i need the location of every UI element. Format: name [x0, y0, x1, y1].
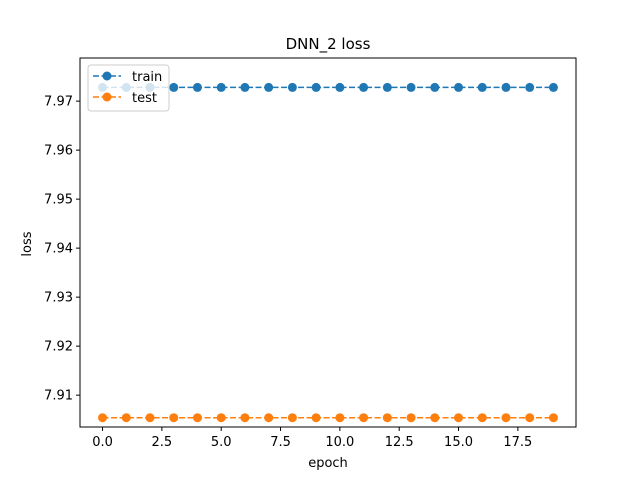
data-point-test — [477, 413, 487, 423]
data-point-test — [287, 413, 297, 423]
data-point-test — [240, 413, 250, 423]
data-point-test — [454, 413, 464, 423]
data-point-test — [264, 413, 274, 423]
y-tick-label: 7.97 — [44, 95, 73, 110]
data-point-test — [501, 413, 511, 423]
data-point-train — [264, 82, 274, 92]
data-point-train — [477, 82, 487, 92]
data-point-train — [382, 82, 392, 92]
data-point-test — [359, 413, 369, 423]
x-tick-label: 0.0 — [92, 435, 113, 450]
data-point-test — [548, 413, 558, 423]
data-point-train — [454, 82, 464, 92]
data-point-train — [287, 82, 297, 92]
legend-label-train: train — [132, 70, 162, 85]
y-axis-label: loss — [20, 231, 35, 256]
data-point-test — [121, 413, 131, 423]
data-point-test — [335, 413, 345, 423]
data-point-train — [501, 82, 511, 92]
data-point-train — [216, 82, 226, 92]
data-point-test — [406, 413, 416, 423]
data-point-test — [145, 413, 155, 423]
plot-frame — [79, 57, 577, 428]
y-tick-label: 7.95 — [44, 193, 73, 208]
data-point-train — [240, 82, 250, 92]
data-point-test — [216, 413, 226, 423]
legend-marker-train — [102, 71, 112, 81]
x-tick-label: 17.5 — [503, 435, 532, 450]
data-point-test — [98, 413, 108, 423]
data-point-test — [525, 413, 535, 423]
data-point-test — [430, 413, 440, 423]
x-tick-label: 10.0 — [325, 435, 354, 450]
x-tick-label: 2.5 — [152, 435, 173, 450]
y-tick-label: 7.93 — [44, 291, 73, 306]
y-axis: 7.91 7.92 7.93 7.94 7.95 7.96 7.97 — [44, 95, 80, 404]
chart-title: DNN_2 loss — [286, 35, 371, 54]
y-tick-label: 7.91 — [44, 389, 73, 404]
data-point-train — [525, 82, 535, 92]
legend-label-test: test — [132, 91, 157, 106]
data-point-train — [192, 82, 202, 92]
data-point-train — [548, 82, 558, 92]
data-point-test — [192, 413, 202, 423]
data-point-train — [335, 82, 345, 92]
x-axis-label: epoch — [308, 456, 348, 471]
data-point-train — [311, 82, 321, 92]
data-point-train — [169, 82, 179, 92]
y-tick-label: 7.92 — [44, 340, 73, 355]
y-tick-label: 7.94 — [44, 242, 73, 257]
x-axis: 0.0 2.5 5.0 7.5 10.0 12.5 15.0 17.5 — [92, 427, 532, 450]
legend-marker-test — [102, 92, 112, 102]
x-tick-label: 15.0 — [444, 435, 473, 450]
data-point-test — [382, 413, 392, 423]
data-point-test — [169, 413, 179, 423]
plot-area — [98, 82, 558, 423]
legend: train test — [87, 64, 170, 112]
data-point-test — [311, 413, 321, 423]
x-tick-label: 12.5 — [385, 435, 414, 450]
x-tick-label: 7.5 — [270, 435, 291, 450]
data-point-train — [359, 82, 369, 92]
data-point-train — [406, 82, 416, 92]
y-tick-label: 7.96 — [44, 144, 73, 159]
data-point-train — [430, 82, 440, 92]
x-tick-label: 5.0 — [211, 435, 232, 450]
